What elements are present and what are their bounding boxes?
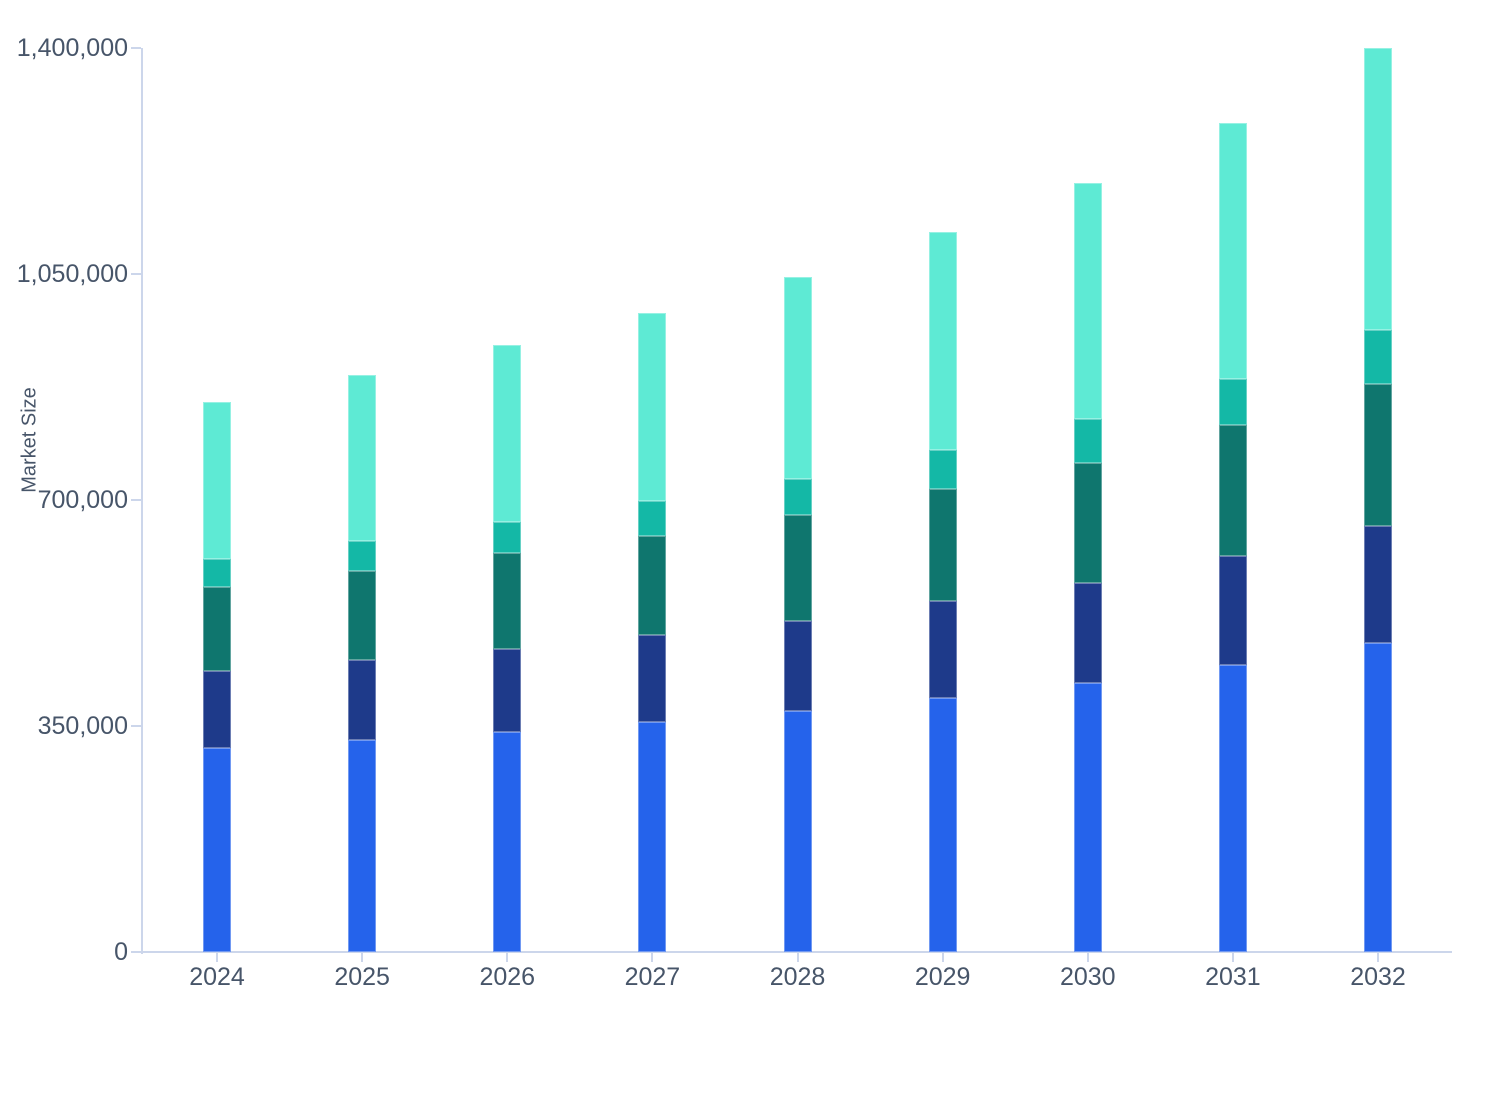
x-axis-tick: [1086, 952, 1089, 962]
x-tick-label: 2031: [1205, 963, 1261, 991]
bar-2029-segment-1[interactable]: [928, 698, 957, 952]
bar-2026-segment-3[interactable]: [493, 552, 522, 650]
y-axis-tick: [131, 273, 141, 275]
x-axis-tick: [361, 952, 364, 962]
bar-2027-segment-2[interactable]: [638, 634, 667, 723]
x-tick-label: 2028: [769, 963, 826, 991]
bar-2026-segment-1[interactable]: [493, 731, 522, 952]
bar-2028-segment-5[interactable]: [783, 276, 812, 479]
bar-2024-segment-4[interactable]: [203, 559, 231, 587]
bar-2029-segment-3[interactable]: [928, 489, 957, 602]
bar-2025-segment-5[interactable]: [348, 375, 377, 542]
y-axis-line: [141, 48, 143, 954]
y-tick-label: 1,050,000: [16, 259, 128, 288]
bar-2031-segment-2[interactable]: [1218, 556, 1247, 666]
x-tick-label: 2025: [334, 963, 390, 991]
y-tick-label: 700,000: [37, 485, 128, 514]
x-axis-tick: [941, 952, 944, 962]
bar-2027-segment-3[interactable]: [638, 535, 667, 635]
x-axis-tick: [796, 952, 799, 962]
bar-2029-segment-2[interactable]: [928, 601, 957, 699]
bar-2029-segment-4[interactable]: [928, 449, 957, 489]
bar-2032-segment-4[interactable]: [1364, 329, 1392, 384]
bar-2027-segment-4[interactable]: [638, 500, 667, 536]
y-axis-tick: [131, 47, 141, 49]
y-tick-label: 0: [114, 937, 128, 966]
bar-2029-segment-5[interactable]: [928, 232, 957, 450]
y-axis-tick: [131, 725, 141, 727]
bar-2027-segment-1[interactable]: [638, 722, 667, 952]
x-tick-label: 2032: [1350, 963, 1406, 991]
bar-2032-segment-3[interactable]: [1364, 383, 1392, 526]
y-axis-title: Market Size: [18, 387, 41, 493]
x-tick-label: 2029: [914, 963, 971, 991]
bar-2030-segment-2[interactable]: [1073, 582, 1102, 684]
x-axis-tick: [1377, 952, 1379, 962]
bar-2031-segment-5[interactable]: [1218, 122, 1247, 379]
bar-2031-segment-3[interactable]: [1218, 425, 1247, 557]
bar-2028-segment-1[interactable]: [783, 711, 812, 952]
bar-2030-segment-3[interactable]: [1073, 462, 1102, 583]
x-tick-label: 2024: [189, 963, 245, 991]
bar-2025-segment-1[interactable]: [348, 740, 377, 952]
y-axis-tick: [131, 951, 141, 953]
bar-2024-segment-5[interactable]: [203, 402, 231, 560]
bar-2028-segment-3[interactable]: [783, 515, 812, 622]
x-tick-label: 2027: [624, 963, 681, 991]
bar-2030-segment-1[interactable]: [1073, 683, 1102, 952]
bar-2031-segment-4[interactable]: [1218, 378, 1247, 426]
bar-2028-segment-2[interactable]: [783, 621, 812, 712]
bar-2025-segment-4[interactable]: [348, 541, 377, 571]
x-axis-tick: [651, 952, 654, 962]
bar-2032-segment-5[interactable]: [1364, 48, 1392, 330]
bar-2024-segment-3[interactable]: [203, 586, 231, 672]
bar-2032-segment-1[interactable]: [1364, 643, 1392, 952]
bar-2031-segment-1[interactable]: [1218, 665, 1247, 952]
x-tick-label: 2030: [1059, 963, 1116, 991]
y-tick-label: 1,400,000: [16, 33, 128, 62]
x-axis-tick: [216, 952, 218, 962]
bar-2025-segment-3[interactable]: [348, 571, 377, 661]
bar-2028-segment-4[interactable]: [783, 478, 812, 516]
x-axis-tick: [506, 952, 509, 962]
bar-2030-segment-5[interactable]: [1073, 182, 1102, 419]
bar-2027-segment-5[interactable]: [638, 312, 667, 501]
bar-2026-segment-4[interactable]: [493, 521, 522, 553]
bar-2025-segment-2[interactable]: [348, 660, 377, 741]
y-tick-label: 350,000: [37, 711, 128, 740]
y-axis-tick: [131, 499, 141, 501]
bar-2032-segment-2[interactable]: [1364, 525, 1392, 644]
bar-2024-segment-1[interactable]: [203, 747, 231, 952]
bar-2030-segment-4[interactable]: [1073, 418, 1102, 463]
bar-2024-segment-2[interactable]: [203, 671, 231, 748]
x-axis-tick: [1231, 952, 1234, 962]
bar-2026-segment-2[interactable]: [493, 649, 522, 732]
bar-2026-segment-5[interactable]: [493, 345, 522, 522]
x-tick-label: 2026: [479, 963, 536, 991]
